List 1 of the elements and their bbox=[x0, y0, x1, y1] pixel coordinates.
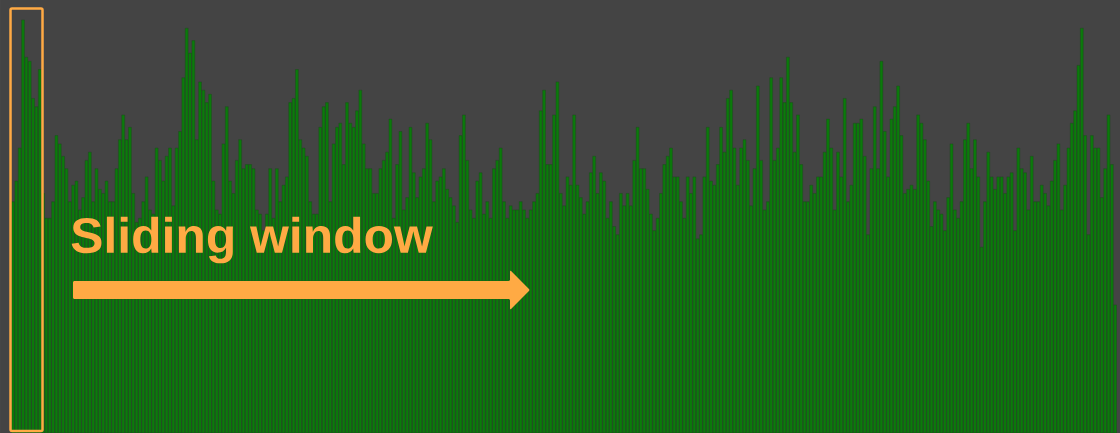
annotation: Sliding window bbox=[71, 216, 433, 264]
